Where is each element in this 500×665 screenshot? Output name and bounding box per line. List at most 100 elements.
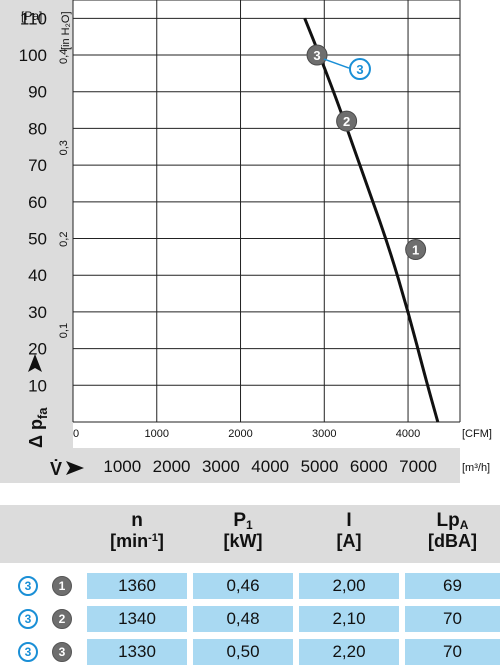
y-secondary-tick: 0,4	[58, 49, 70, 64]
y-tick-label: 70	[28, 156, 47, 175]
x-tick-label-m3h: 2000	[153, 457, 191, 476]
y-secondary-tick-label: 0,2	[58, 232, 70, 247]
x-tick-label-m3h: 7000	[399, 457, 437, 476]
header-lpa-sym-text: Lp	[436, 510, 460, 531]
operating-points: 3 2 1 3	[306, 44, 427, 261]
y-tick-label: 50	[28, 230, 47, 249]
y-tick-label: 10	[28, 376, 47, 395]
y-secondary-tick: 0,2	[58, 232, 70, 247]
x-unit-cfm: [CFM]	[462, 428, 492, 440]
y-tick-label: 20	[28, 340, 47, 359]
x-secondary-tick-labels: 1000 2000 3000 4000 5000 6000 7000	[103, 457, 437, 476]
y-secondary-tick-label: 0,4	[58, 49, 70, 64]
header-n-unit-sup: -1	[148, 532, 158, 544]
y-label-sub: fa	[35, 407, 50, 419]
x-tick-label-m3h: 4000	[251, 457, 289, 476]
x-arrow-icon	[66, 461, 84, 475]
x-tick-label-cfm: 4000	[396, 428, 420, 440]
point-badge: 2	[52, 609, 72, 629]
y-axis-label: Δ pfa	[26, 354, 50, 448]
y-unit-pa: [Pa]	[21, 9, 42, 23]
plot-background	[73, 0, 500, 448]
header-lpa: LpA [dBA]	[405, 511, 500, 561]
header-p1-unit: [kW]	[223, 531, 263, 551]
x-tick-label-cfm: 0	[73, 428, 79, 440]
cell-lpa: 70	[405, 639, 500, 665]
y-tick-label: 60	[28, 193, 47, 212]
header-i-unit: [A]	[336, 531, 362, 551]
y-secondary-tick-labels: 0,4 0,3 0,2 0,1	[58, 49, 70, 339]
y-tick-label: 40	[28, 266, 47, 285]
y-secondary-tick-label: 0,3	[58, 140, 70, 155]
table-row: 3 3 1330 0,50 2,20 70	[0, 639, 500, 665]
grid	[72, 0, 461, 423]
x-tick-label-cfm: 1000	[145, 428, 169, 440]
y-axis-band	[0, 0, 73, 448]
table-row: 3 2 1340 0,48 2,10 70	[0, 606, 500, 632]
speed-badge: 3	[18, 609, 38, 629]
point-badge: 1	[52, 576, 72, 596]
data-table: n [min-1] P1 [kW] I [A] LpA [dBA] 3 1 13…	[0, 505, 500, 665]
header-p1-sym-text: P	[233, 510, 246, 531]
speed-callout-label: 3	[356, 62, 363, 77]
operating-point-label: 3	[313, 48, 320, 63]
y-unit-inh2o: [in H₂O]	[60, 12, 72, 51]
fan-curve-chart: 110 100 90 80 70 60 50 40 30 20 10 0,4 0,3 0,2 0,1 0 1…	[0, 0, 500, 483]
header-n-unit: [min-1]	[87, 531, 187, 551]
speed-badge: 3	[18, 576, 38, 596]
cell-lpa: 69	[405, 573, 500, 599]
y-label-main: Δ p	[26, 419, 46, 448]
header-n-unit-end: ]	[157, 531, 164, 551]
header-n-symbol: n	[131, 510, 143, 531]
operating-point-marker	[336, 110, 358, 132]
cell-n: 1330	[87, 639, 187, 665]
x-axis-band	[0, 448, 500, 483]
point-badge: 3	[52, 642, 72, 662]
x-tick-label-cfm: 3000	[312, 428, 336, 440]
header-n: n [min-1]	[87, 511, 187, 561]
x-tick-labels: 0 1000 2000 3000 4000	[73, 428, 420, 440]
header-lpa-sub: A	[459, 518, 469, 532]
x-axis-label: V̇	[50, 458, 62, 479]
y-tick-label: 90	[28, 83, 47, 102]
header-lpa-symbol: LpA	[405, 510, 500, 532]
operating-point-marker	[405, 239, 427, 261]
y-tick-label: 100	[19, 46, 47, 65]
speed-callout-circle	[348, 58, 371, 81]
cell-p1: 0,48	[193, 606, 293, 632]
header-p1-sub: 1	[246, 518, 253, 532]
y-tick-labels: 110 100 90 80 70 60 50 40 30 20 10	[19, 9, 47, 395]
y-secondary-tick: 0,3	[58, 140, 70, 155]
x-unit-m3h: [m³/h]	[462, 462, 490, 474]
cell-i: 2,20	[299, 639, 399, 665]
svg-text:Δ pfa: Δ pfa	[26, 407, 50, 448]
speed-badge: 3	[18, 642, 38, 662]
operating-point-label: 2	[343, 114, 350, 129]
x-tick-label-m3h: 3000	[202, 457, 240, 476]
y-secondary-tick: 0,1	[58, 323, 70, 338]
y-tick-label: 110	[20, 9, 47, 28]
x-band-cutout	[460, 448, 500, 483]
fan-curve-line	[303, 17, 440, 423]
cell-n: 1360	[87, 573, 187, 599]
cell-i: 2,10	[299, 606, 399, 632]
y-tick-label: 80	[28, 119, 47, 138]
x-tick-label-m3h: 6000	[350, 457, 388, 476]
x-tick-label-m3h: 1000	[103, 457, 141, 476]
y-arrow-icon	[28, 354, 42, 372]
cell-i: 2,00	[299, 573, 399, 599]
header-lpa-unit: [dBA]	[428, 531, 477, 551]
table-header: n [min-1] P1 [kW] I [A] LpA [dBA]	[0, 505, 500, 563]
header-n-unit-text: [min	[110, 531, 149, 551]
table-row: 3 1 1360 0,46 2,00 69	[0, 573, 500, 599]
operating-point-marker	[306, 44, 328, 66]
header-i-symbol: I	[346, 510, 352, 531]
cell-p1: 0,50	[193, 639, 293, 665]
header-p1: P1 [kW]	[193, 511, 293, 561]
x-tick-label-m3h: 5000	[301, 457, 339, 476]
callout-leader	[323, 58, 350, 69]
cell-n: 1340	[87, 606, 187, 632]
y-tick-label: 30	[28, 303, 47, 322]
operating-point-label: 1	[412, 243, 419, 258]
header-i: I [A]	[299, 511, 399, 561]
